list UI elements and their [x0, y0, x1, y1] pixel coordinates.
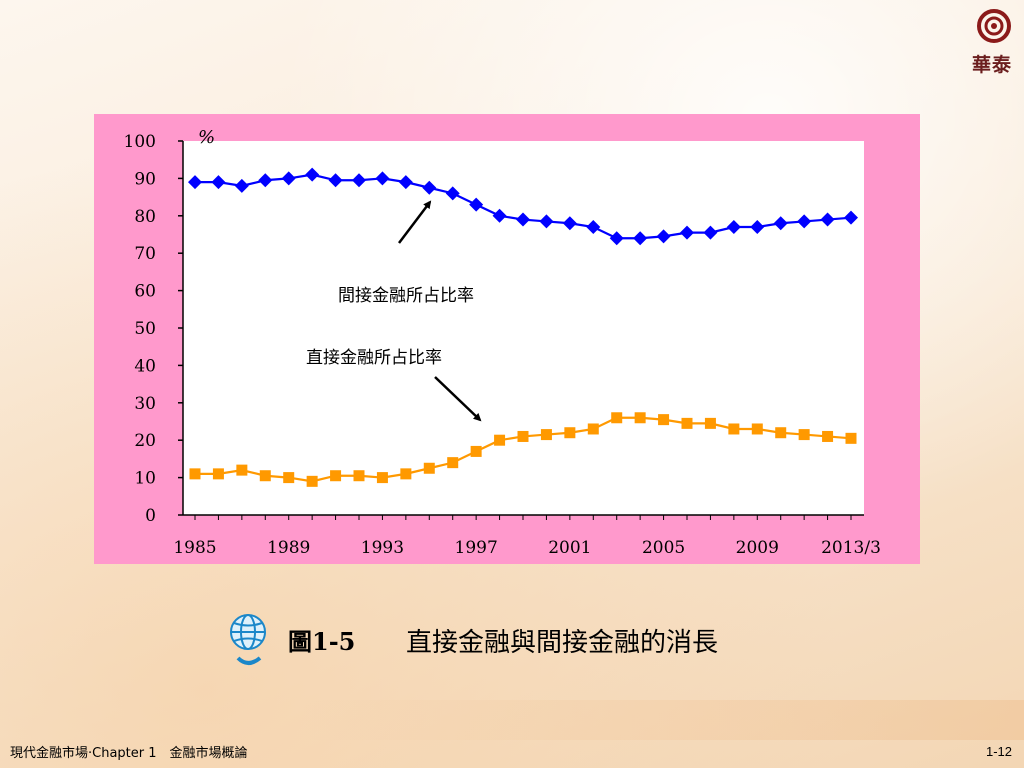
data-point-indirect	[586, 220, 601, 235]
data-point-indirect	[609, 231, 624, 246]
data-point-direct	[353, 470, 365, 482]
data-point-direct	[704, 417, 716, 429]
series-lines	[188, 167, 858, 487]
annotation-indirect: 間接金融所占比率	[338, 286, 474, 306]
data-point-direct	[564, 427, 576, 439]
annotation-direct: 直接金融所占比率	[306, 348, 442, 368]
data-point-indirect	[797, 214, 812, 229]
logo-ring-icon	[977, 9, 1011, 43]
data-point-indirect	[445, 186, 460, 201]
data-point-direct	[470, 445, 482, 457]
data-point-direct	[236, 464, 248, 476]
data-point-indirect	[234, 178, 249, 193]
x-tick-label: 2001	[548, 538, 591, 558]
y-tick-label: 0	[145, 506, 156, 526]
data-point-indirect	[352, 173, 366, 188]
y-tick-label: 50	[134, 319, 156, 339]
annotation-arrow-indirect	[398, 200, 432, 244]
data-point-direct	[681, 417, 693, 429]
y-tick-label: 30	[134, 394, 156, 414]
globe-icon	[230, 614, 266, 665]
data-point-direct	[728, 423, 740, 435]
x-tick-label: 1997	[455, 538, 498, 558]
y-tick-label: 20	[134, 431, 156, 451]
x-tick-label: 1985	[173, 538, 216, 558]
background-band	[300, 700, 1024, 740]
data-point-indirect	[773, 216, 788, 231]
data-point-indirect	[375, 171, 390, 186]
x-tick-label: 1993	[361, 538, 404, 558]
y-tick-label: 10	[134, 469, 156, 489]
y-unit-label: %	[198, 127, 215, 148]
data-point-direct	[306, 475, 318, 487]
data-point-direct	[283, 472, 295, 484]
data-point-direct	[189, 468, 201, 480]
figure-title: 直接金融與間接金融的消長	[406, 628, 719, 658]
x-tick-label: 2013/3	[821, 538, 881, 558]
data-point-indirect	[750, 220, 765, 235]
data-point-indirect	[328, 173, 343, 188]
figure-label: 圖1-5	[288, 627, 356, 656]
data-point-direct	[447, 457, 459, 469]
annotation-arrow-direct	[434, 376, 482, 422]
data-point-direct	[798, 429, 810, 441]
y-tick-label: 70	[134, 244, 156, 264]
y-tick-label: 60	[134, 282, 156, 302]
data-point-indirect	[656, 229, 671, 244]
data-point-indirect	[703, 225, 718, 240]
data-point-indirect	[844, 210, 858, 225]
data-point-indirect	[258, 173, 273, 188]
data-point-direct	[212, 468, 224, 480]
data-point-direct	[423, 462, 435, 474]
data-point-direct	[751, 423, 763, 435]
data-point-direct	[517, 430, 529, 442]
data-point-direct	[658, 414, 670, 426]
y-tick-label: 90	[134, 169, 156, 189]
y-axis-ticks: 0 10 20 30 40 50 60 70 80 90 100	[124, 132, 183, 526]
data-point-indirect	[516, 212, 530, 227]
data-point-indirect	[539, 214, 554, 229]
footer-course-info: 現代金融市場‧Chapter 1 金融市場概論	[10, 746, 248, 761]
data-point-direct	[775, 427, 787, 439]
company-logo: 華泰	[962, 6, 1022, 76]
x-tick-label: 2009	[736, 538, 779, 558]
data-point-indirect	[562, 216, 577, 231]
data-point-direct	[400, 468, 412, 480]
data-point-indirect	[680, 225, 694, 240]
data-point-indirect	[726, 220, 741, 235]
data-point-direct	[587, 423, 599, 435]
data-point-direct	[540, 429, 552, 441]
data-point-direct	[494, 434, 506, 446]
data-point-direct	[611, 412, 623, 424]
footer-page-number: 1-12	[985, 744, 1012, 759]
x-tick-label: 1989	[267, 538, 310, 558]
data-point-indirect	[188, 175, 202, 190]
plot-area	[183, 141, 864, 515]
y-tick-label: 40	[134, 356, 156, 376]
data-point-indirect	[492, 208, 507, 223]
data-point-indirect	[398, 175, 413, 190]
data-point-indirect	[820, 212, 835, 227]
data-point-direct	[634, 412, 646, 424]
y-tick-label: 80	[134, 207, 156, 227]
data-point-indirect	[305, 167, 320, 182]
x-tick-label: 2005	[642, 538, 685, 558]
y-tick-label: 100	[124, 132, 156, 152]
x-axis-ticks: 1985 1989 1993 1997 2001 2005 2009 2013/3	[173, 515, 881, 558]
data-point-indirect	[211, 175, 226, 190]
data-point-indirect	[469, 197, 484, 212]
data-point-indirect	[281, 171, 296, 186]
data-point-indirect	[633, 231, 648, 246]
data-point-direct	[330, 470, 342, 482]
data-point-direct	[376, 472, 388, 484]
logo-text: 華泰	[971, 54, 1012, 76]
line-chart: 0 10 20 30 40 50 60 70 80 90 100 1985 1989 1993 1997 2…	[124, 127, 881, 558]
data-point-direct	[822, 430, 834, 442]
data-point-indirect	[422, 180, 437, 195]
data-point-direct	[259, 470, 271, 482]
data-point-direct	[845, 432, 857, 444]
chart-frame: 0 10 20 30 40 50 60 70 80 90 100 1985 1989 1993 1997 2…	[94, 114, 920, 564]
